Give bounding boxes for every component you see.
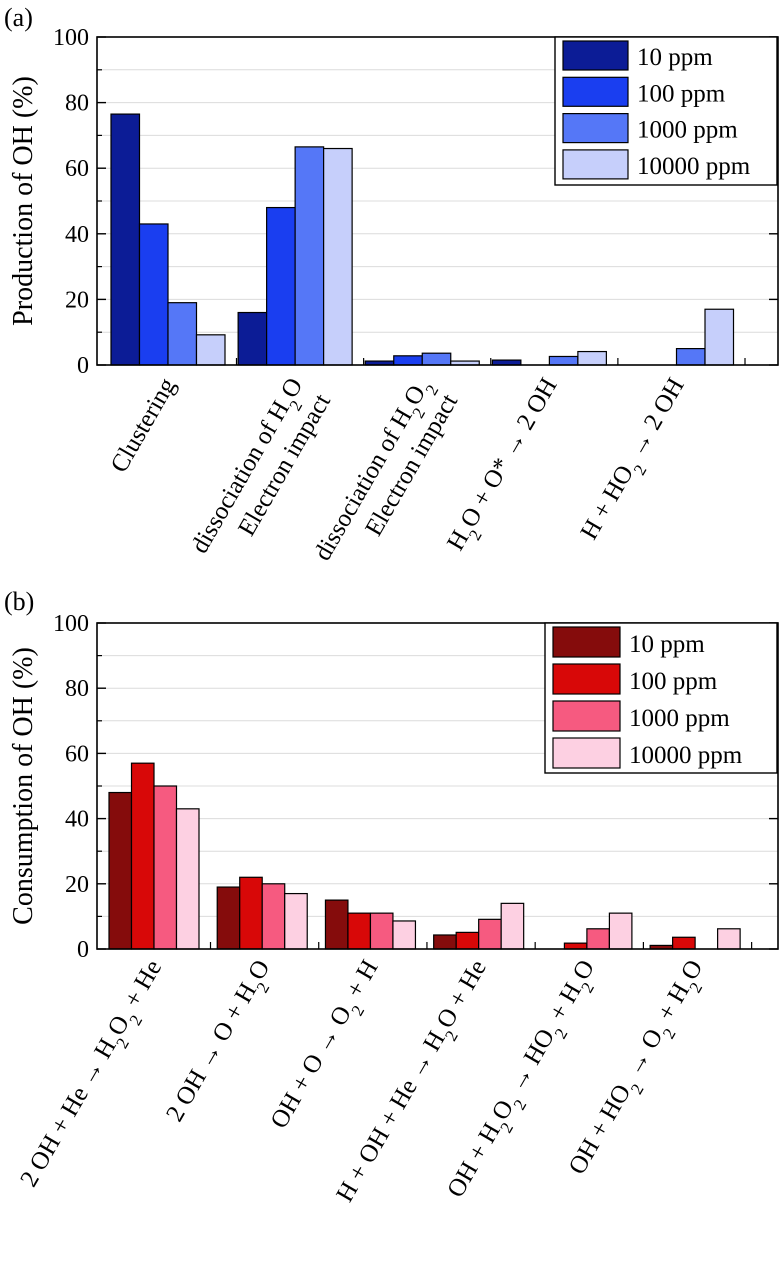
legend-entry: 10 ppm: [637, 44, 713, 71]
bar-1000-ppm-cat3: [478, 918, 502, 950]
legend-entry: 100 ppm: [637, 80, 726, 107]
y-tick-label: 80: [65, 91, 89, 117]
legend-entry: 10 ppm: [629, 631, 705, 658]
legend-swatch-10000-ppm: [552, 737, 621, 769]
bar-10-ppm-cat2: [324, 899, 349, 950]
legend-entry: 10000 ppm: [637, 153, 751, 180]
legend-entry: 1000 ppm: [637, 117, 738, 144]
bar-10000-ppm-cat3: [500, 902, 525, 950]
y-tick-label: 100: [53, 611, 89, 637]
bar-10000-ppm-cat0: [175, 808, 200, 950]
bar-1000-ppm-cat3: [548, 355, 579, 366]
legend-swatch-100-ppm: [562, 76, 629, 107]
bar-10-ppm-cat1: [216, 886, 241, 950]
category-label-text: OH + HO: [564, 1080, 637, 1179]
chart-panel-b: (b) 0 20 40 60 80 100 Consumption of OH (%) 2 OH…: [4, 587, 779, 1207]
legend-swatch-10000-ppm: [562, 149, 629, 180]
bar-1000-ppm-cat1: [261, 883, 286, 950]
category-label: Clustering: [106, 373, 182, 477]
legend-entry: 10000 ppm: [629, 742, 743, 769]
category-label-text: 2 OH + He → H: [15, 1034, 121, 1191]
bar-100-ppm-cat1: [239, 876, 263, 950]
legend-swatch-100-ppm: [552, 663, 621, 695]
bar-1000-ppm-cat0: [153, 785, 178, 950]
category-label-text: + He: [116, 956, 167, 1018]
category-label: OH + O → O2 + H: [266, 956, 391, 1137]
bar-10000-ppm-cat0: [195, 334, 226, 366]
bar-100-ppm-cat3: [455, 931, 480, 950]
category-label-text: O: [243, 956, 275, 985]
category-label-text: H + HO: [576, 461, 640, 544]
bar-10000-ppm-cat1: [284, 892, 308, 950]
y-tick-label: 0: [77, 937, 89, 963]
category-label-text: Clustering: [106, 373, 182, 477]
bar-10-ppm-cat3: [433, 934, 457, 950]
category-label-text: → HO: [500, 1025, 560, 1102]
bar-1000-ppm-cat2: [369, 912, 394, 950]
y-tick-label: 100: [53, 25, 89, 51]
bar-10000-ppm-cat4: [704, 308, 735, 366]
category-label: 2 OH → O + H2O: [161, 956, 282, 1131]
chart-panel-a: (a) 0 20 40 60 80 100 Production of OH (%) Clust…: [4, 3, 779, 565]
category-label: 2 OH + He → H2O2 + He: [15, 956, 173, 1196]
category-label-text: OH + H: [442, 1119, 506, 1202]
bar-10-ppm-cat1: [237, 311, 268, 366]
bar-1000-ppm-cat4: [675, 348, 706, 366]
bar-10-ppm-cat0: [110, 113, 141, 366]
y-tick-label: 80: [65, 676, 89, 702]
y-tick-label: 0: [77, 353, 89, 379]
category-label-text: H + OH + He → H: [331, 1027, 450, 1207]
bar-100-ppm-cat0: [138, 223, 169, 366]
y-tick-label: 60: [65, 156, 89, 182]
legend-entry: 100 ppm: [629, 668, 718, 695]
bar-10000-ppm-cat4: [608, 912, 633, 950]
bar-1000-ppm-cat1: [294, 146, 325, 366]
bar-100-ppm-cat4: [563, 942, 588, 950]
y-tick-label: 40: [65, 222, 89, 248]
panel-label: (a): [4, 3, 33, 32]
y-tick-label: 20: [65, 872, 89, 898]
category-label: H + HO2 → 2 OH: [576, 374, 697, 549]
category-label-text: O + He: [432, 956, 492, 1033]
bar-10000-ppm-cat3: [577, 350, 607, 366]
category-label-text: O + O* → 2 OH: [455, 374, 562, 533]
category-label: H2O + O* → 2 OH: [442, 374, 569, 559]
bar-1000-ppm-cat2: [421, 352, 452, 366]
legend-swatch-10-ppm: [562, 40, 629, 71]
bar-10-ppm-cat0: [108, 791, 133, 950]
bar-100-ppm-cat0: [130, 762, 155, 950]
legend-swatch-1000-ppm: [562, 112, 629, 144]
bar-100-ppm-cat5: [672, 936, 696, 950]
legend: 10 ppm 100 ppm 1000 ppm 10000 ppm: [544, 622, 778, 774]
category-label-text: → 2 OH: [620, 374, 690, 467]
legend: 10 ppm 100 ppm 1000 ppm 10000 ppm: [554, 36, 778, 186]
y-axis-label: Production of OH (%): [8, 76, 39, 326]
bar-100-ppm-cat2: [393, 355, 423, 366]
category-label-text: + H: [338, 956, 384, 1008]
y-tick-label: 20: [65, 287, 89, 313]
bar-10000-ppm-cat5: [717, 928, 741, 950]
y-axis-label: Consumption of OH (%): [8, 647, 39, 925]
bar-10000-ppm-cat2: [392, 920, 417, 950]
category-label-text: O: [676, 956, 708, 985]
y-tick-label: 60: [65, 741, 89, 767]
bar-10000-ppm-cat1: [323, 147, 353, 366]
category-label-text: OH + O → O: [266, 1002, 358, 1134]
category-label-text: O: [276, 374, 308, 403]
legend-swatch-1000-ppm: [552, 700, 621, 732]
bar-100-ppm-cat2: [347, 912, 372, 950]
panel-label: (b): [4, 587, 34, 616]
legend-swatch-10-ppm: [552, 626, 621, 658]
bar-1000-ppm-cat0: [167, 302, 198, 366]
category-label-text: O: [568, 956, 600, 985]
category-label-text: 2 OH → O + H: [161, 979, 262, 1127]
bar-1000-ppm-cat4: [586, 928, 610, 950]
legend-entry: 1000 ppm: [629, 705, 730, 732]
y-tick-label: 40: [65, 807, 89, 833]
bar-100-ppm-cat1: [266, 206, 296, 366]
